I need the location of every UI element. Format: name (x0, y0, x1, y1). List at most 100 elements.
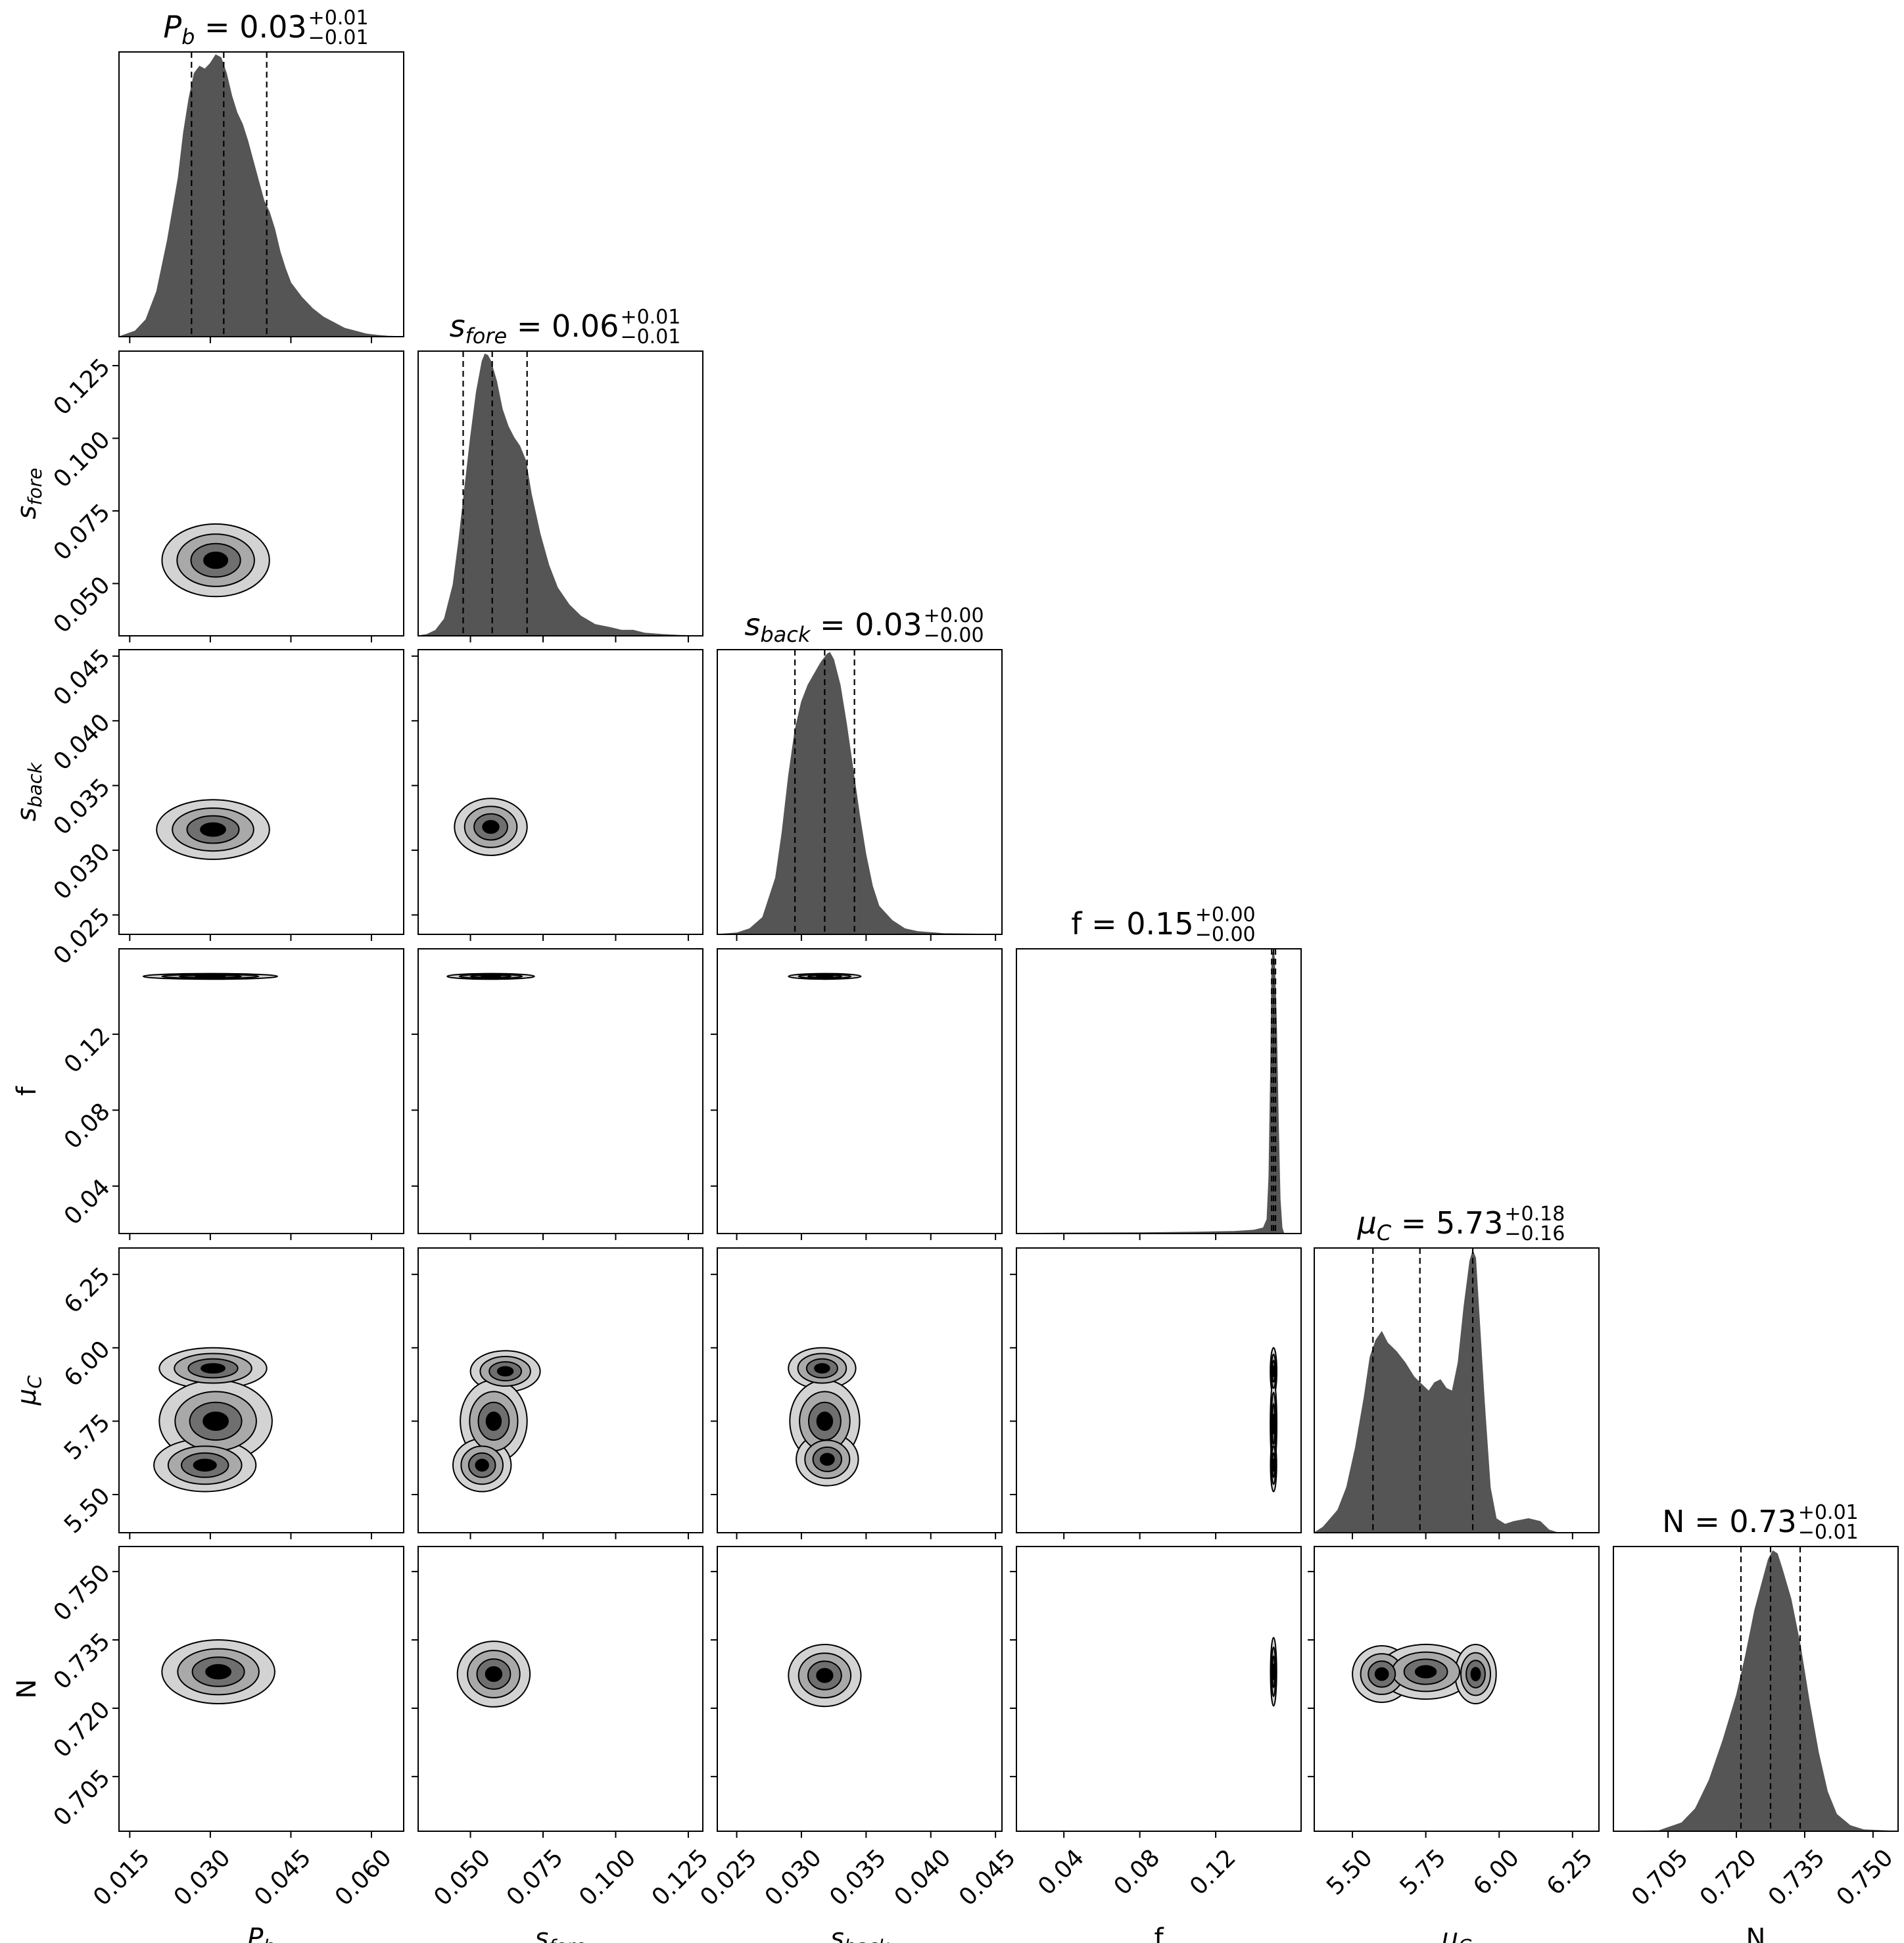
contour-panel-muC-N (1352, 1643, 1497, 1704)
title-text-f: f = 0.15 (1071, 906, 1193, 942)
contour-panel-sfore-muC (452, 1350, 541, 1493)
x-axis-label-N: N (1746, 1923, 1766, 1943)
x-tick-label-Pb-3: 0.060 (330, 1844, 397, 1911)
y-axis-label-sback: sback (12, 762, 46, 822)
histogram-area-sfore (418, 353, 703, 636)
contour-level-4-blob-2 (1414, 1665, 1437, 1679)
y-tick-label-N-1: 0.720 (49, 1696, 116, 1763)
x-axis-label-muC: μC (1441, 1923, 1472, 1943)
y-tick-label-f-0: 0.04 (59, 1174, 116, 1230)
y-tick-label-sback-2: 0.035 (49, 773, 116, 840)
contour-level-4-blob-3 (475, 1458, 489, 1472)
title-minus-N: −0.01 (1798, 1521, 1859, 1544)
axes-frame-2-1 (417, 649, 703, 935)
title-minus-sfore: −0.01 (620, 325, 680, 348)
y-tick-label-sback-4: 0.045 (49, 644, 116, 711)
contour-level-4-blob-1 (200, 822, 226, 837)
contour-level-4-blob-1 (816, 974, 834, 978)
contour-level-4-blob-1 (201, 1363, 226, 1374)
axes-frame-0-0 (118, 51, 404, 337)
histogram-Pb (119, 52, 404, 337)
title-plus-Pb: +0.01 (308, 7, 369, 30)
contour-level-4-blob-2 (485, 1411, 502, 1431)
y-tick-label-muC-0: 5.50 (59, 1483, 116, 1539)
axes-frame-5-4 (1314, 1546, 1600, 1832)
x-tick-label-N-2: 0.735 (1763, 1844, 1830, 1911)
x-tick-label-f-2: 0.12 (1185, 1844, 1241, 1901)
axes-frame-4-0 (118, 1247, 404, 1533)
contour-panel-sback-f (788, 972, 862, 980)
contour-panel-f-N (1270, 1637, 1277, 1707)
axes-frame-2-2 (717, 649, 1003, 935)
y-tick-label-N-2: 0.735 (49, 1628, 116, 1695)
title-minus-f: −0.00 (1195, 923, 1256, 946)
y-tick-label-sback-3: 0.040 (49, 709, 116, 776)
contour-level-4-blob-1 (1374, 1667, 1389, 1681)
x-tick-label-sback-0: 0.025 (695, 1844, 762, 1911)
x-axis-label-f: f (1154, 1923, 1164, 1943)
title-minus-muC: −0.16 (1504, 1222, 1565, 1245)
x-tick-label-sback-3: 0.040 (890, 1844, 957, 1911)
contour-panel-Pb-muC (153, 1347, 273, 1493)
y-tick-label-muC-2: 6.00 (59, 1335, 116, 1392)
title-text-muC: μC = 5.73 (1357, 1205, 1504, 1245)
x-tick-label-N-3: 0.750 (1832, 1844, 1899, 1911)
x-tick-label-sback-4: 0.045 (954, 1844, 1021, 1911)
axes-frame-5-0 (118, 1546, 404, 1832)
contour-level-4-blob-1 (195, 974, 226, 978)
contour-level-4-blob-1 (485, 1666, 503, 1682)
y-axis-label-group-f: f (12, 1086, 42, 1096)
contour-level-4-blob-3 (193, 1458, 217, 1472)
y-axis-label-sfore: sfore (12, 468, 46, 519)
y-tick-label-N-0: 0.705 (49, 1764, 116, 1831)
y-tick-label-f-2: 0.12 (59, 1022, 116, 1079)
axes-frame-3-1 (417, 948, 703, 1234)
title-plus-sback: +0.00 (924, 604, 984, 627)
contour-level-4-blob-1 (816, 1667, 834, 1683)
contour-panel-Pb-f (142, 972, 278, 980)
x-tick-label-N-1: 0.720 (1695, 1844, 1762, 1911)
contour-level-4-blob-3 (1272, 1458, 1276, 1472)
contour-panel-sfore-f (446, 972, 535, 980)
histogram-area-Pb (119, 54, 404, 337)
contour-level-4-blob-1 (480, 974, 502, 978)
x-tick-label-sback-1: 0.030 (760, 1844, 827, 1911)
axes-frame-1-1 (417, 350, 703, 636)
y-tick-label-sfore-0: 0.050 (49, 571, 116, 638)
y-axis-label-muC: μC (12, 1375, 46, 1406)
title-plus-N: +0.01 (1798, 1501, 1859, 1524)
y-tick-label-sfore-2: 0.100 (49, 426, 116, 493)
x-tick-label-sfore-0: 0.050 (429, 1844, 496, 1911)
x-tick-label-sfore-2: 0.100 (574, 1844, 641, 1911)
axes-frame-4-3 (1016, 1247, 1302, 1533)
axes-frame-3-2 (717, 948, 1003, 1234)
axes-frame-4-4 (1314, 1247, 1600, 1533)
contour-panel-sfore-sback (454, 798, 528, 856)
title-text-sback: sback = 0.03 (744, 607, 922, 647)
title-plus-f: +0.00 (1195, 903, 1256, 926)
x-axis-label-Pb: Pb (247, 1923, 275, 1943)
axes-frame-5-3 (1016, 1546, 1302, 1832)
histogram-muC (1314, 1248, 1558, 1533)
contour-panel-Pb-sback (156, 799, 270, 860)
y-tick-label-sback-1: 0.030 (49, 838, 116, 905)
contour-level-4-blob-1 (1272, 1365, 1276, 1378)
x-tick-label-f-1: 0.08 (1109, 1844, 1166, 1901)
axes-frame-3-3 (1016, 948, 1302, 1234)
contour-level-4-blob-1 (203, 551, 229, 569)
x-tick-label-muC-3: 6.25 (1542, 1844, 1598, 1901)
contour-panel-Pb-sfore (161, 523, 270, 598)
x-tick-label-Pb-0: 0.015 (88, 1844, 155, 1911)
panel-title-sfore: sfore = 0.06 +0.01−0.01 (450, 306, 681, 348)
x-tick-label-f-0: 0.04 (1033, 1844, 1089, 1901)
axes-frame-3-0 (118, 948, 404, 1234)
contour-level-4-blob-1 (1272, 1664, 1276, 1680)
panel-title-N: N = 0.73 +0.01−0.01 (1662, 1501, 1859, 1544)
axes-frame-4-2 (717, 1247, 1003, 1533)
y-tick-label-sfore-1: 0.075 (49, 499, 116, 566)
x-axis-label-sback: sback (830, 1923, 890, 1943)
y-axis-label-N: N (12, 1679, 42, 1699)
x-tick-label-Pb-1: 0.030 (169, 1844, 236, 1911)
y-axis-label-group-muC: μC (12, 1375, 46, 1406)
